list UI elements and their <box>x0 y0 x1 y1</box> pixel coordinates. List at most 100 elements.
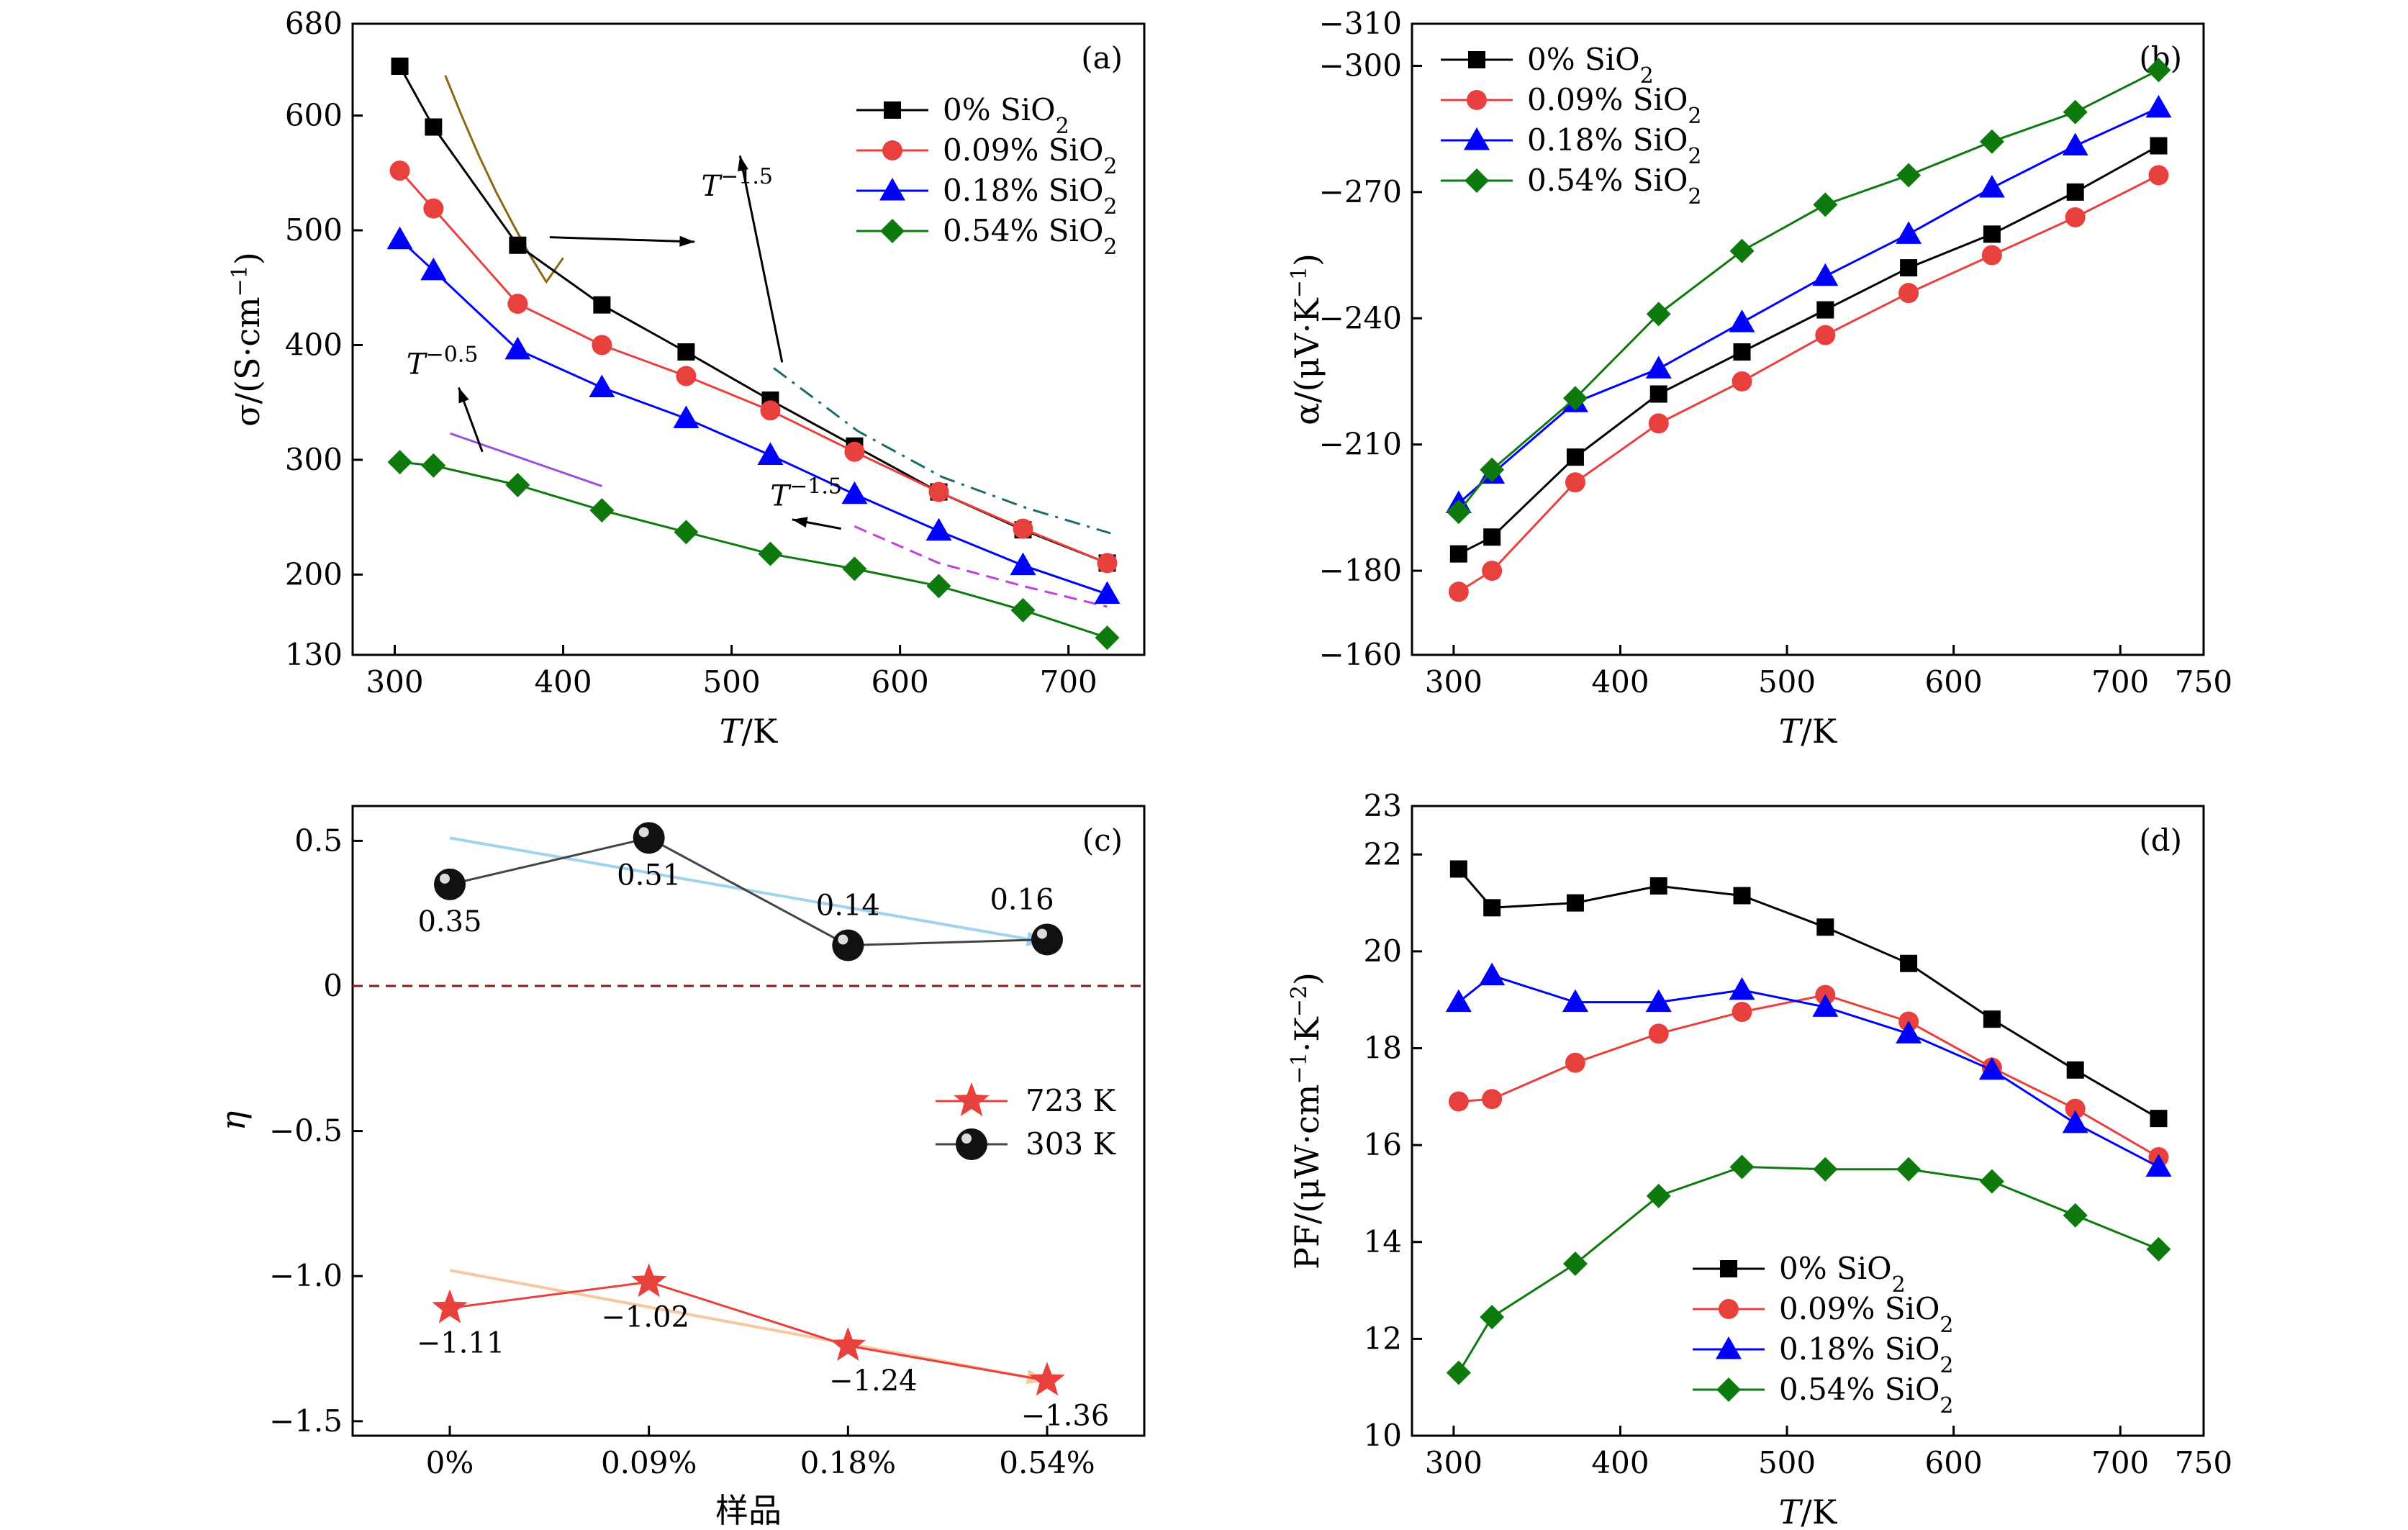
legend-marker <box>882 140 902 160</box>
legend-marker <box>1468 51 1485 68</box>
d-plot-frame <box>1411 805 2205 1437</box>
data-point <box>2146 58 2171 83</box>
series-line <box>1458 145 2160 556</box>
data-point <box>757 442 784 466</box>
y-tick-label: 0.5 <box>294 823 343 858</box>
y-tick-label: 680 <box>285 6 343 41</box>
data-point <box>1648 1023 1669 1044</box>
fit-annotation: T−1.5 <box>770 474 842 513</box>
data-point <box>676 366 697 386</box>
legend-label: 723 K <box>1026 1083 1117 1118</box>
legend-label: 0.18% SiO2 <box>943 173 1118 219</box>
data-point <box>630 1263 667 1298</box>
data-point-highlight <box>440 873 450 884</box>
legend-marker <box>1716 1377 1741 1402</box>
legend-marker <box>1467 90 1487 110</box>
data-point <box>423 198 444 219</box>
y-tick-label: 20 <box>1364 933 1402 969</box>
data-label: 0.35 <box>417 905 481 938</box>
y-tick-label: 0 <box>323 968 343 1003</box>
x-tick-label: 750 <box>2175 664 2232 700</box>
data-point-highlight <box>838 934 848 945</box>
arrow-head <box>792 517 808 528</box>
series-line <box>399 170 1108 564</box>
annotation-arrow <box>549 236 695 243</box>
data-point <box>1565 1052 1585 1073</box>
data-point <box>386 226 413 250</box>
y-axis-label: η <box>214 1110 253 1131</box>
legend-label: 0% SiO2 <box>1779 1251 1906 1298</box>
panel-label: (c) <box>1082 823 1123 858</box>
data-point <box>1448 1091 1469 1112</box>
data-point <box>432 1289 468 1323</box>
legend-label: 0.09% SiO2 <box>1779 1291 1954 1338</box>
legend-label: 0.09% SiO2 <box>1527 82 1702 129</box>
x-axis-label: 样品 <box>715 1491 782 1530</box>
data-label: 0.51 <box>617 859 681 892</box>
data-point <box>1010 552 1036 576</box>
x-tick-label: 700 <box>1040 664 1097 700</box>
data-point <box>926 574 951 599</box>
y-tick-label: −270 <box>1319 174 1402 209</box>
data-point <box>841 481 868 504</box>
data-point <box>589 374 615 397</box>
data-point <box>1483 528 1501 546</box>
data-point <box>1896 221 1922 244</box>
data-point <box>1483 899 1501 917</box>
x-tick-label: 0.09% <box>601 1445 697 1480</box>
data-point <box>1482 561 1503 581</box>
y-axis-label: α/(μV·K−1) <box>1287 253 1327 425</box>
data-point <box>1733 343 1751 361</box>
fit-line <box>773 367 1111 535</box>
data-point <box>830 1327 866 1361</box>
y-tick-label: −300 <box>1319 47 1402 83</box>
data-point <box>507 294 528 314</box>
x-tick-label: 600 <box>1925 664 1983 700</box>
data-point <box>1815 325 1836 345</box>
data-point <box>925 517 952 541</box>
data-point <box>1979 1169 2004 1194</box>
y-tick-label: −1.5 <box>269 1403 343 1439</box>
data-label: 0.16 <box>990 883 1054 916</box>
fit-annotation: T−1.5 <box>701 164 773 204</box>
data-point <box>1729 309 1755 332</box>
data-point <box>389 160 410 181</box>
legend-marker <box>954 1082 990 1116</box>
y-tick-label: −210 <box>1319 427 1402 462</box>
data-point <box>2146 1236 2171 1262</box>
data-point <box>1095 625 1120 651</box>
data-point <box>2063 99 2088 125</box>
data-point <box>1562 386 1588 411</box>
y-tick-label: 300 <box>285 442 343 477</box>
data-point <box>1480 1305 1505 1330</box>
y-tick-label: 14 <box>1364 1224 1402 1259</box>
data-label: −1.36 <box>1021 1399 1110 1432</box>
data-point <box>1446 1360 1471 1385</box>
legend-marker <box>884 101 901 119</box>
data-point <box>1566 448 1584 466</box>
data-point <box>1482 1089 1503 1110</box>
data-point <box>2062 1110 2088 1133</box>
arrow-head <box>679 235 695 247</box>
series-line <box>449 1280 1048 1382</box>
x-tick-label: 0% <box>426 1445 474 1480</box>
y-tick-label: 12 <box>1364 1321 1402 1356</box>
data-point <box>1978 175 2005 198</box>
data-point <box>2150 137 2168 155</box>
data-point <box>673 405 700 429</box>
series-line <box>1457 107 2160 504</box>
x-tick-label: 750 <box>2175 1445 2232 1480</box>
x-tick-label: 400 <box>1591 1445 1649 1480</box>
data-point <box>1029 1362 1065 1396</box>
legend-label: 0% SiO2 <box>943 92 1069 139</box>
data-label: 0.14 <box>816 890 880 923</box>
x-tick-label: 700 <box>2091 664 2149 700</box>
b-plot-frame <box>1411 22 2205 656</box>
arrow-head <box>458 387 469 404</box>
data-point <box>1979 129 2004 154</box>
data-point <box>509 236 527 254</box>
data-point <box>1900 259 1918 277</box>
y-axis-label: σ/(S·cm−1) <box>227 252 268 427</box>
data-point <box>1729 1154 1755 1180</box>
data-point <box>1900 954 1918 972</box>
